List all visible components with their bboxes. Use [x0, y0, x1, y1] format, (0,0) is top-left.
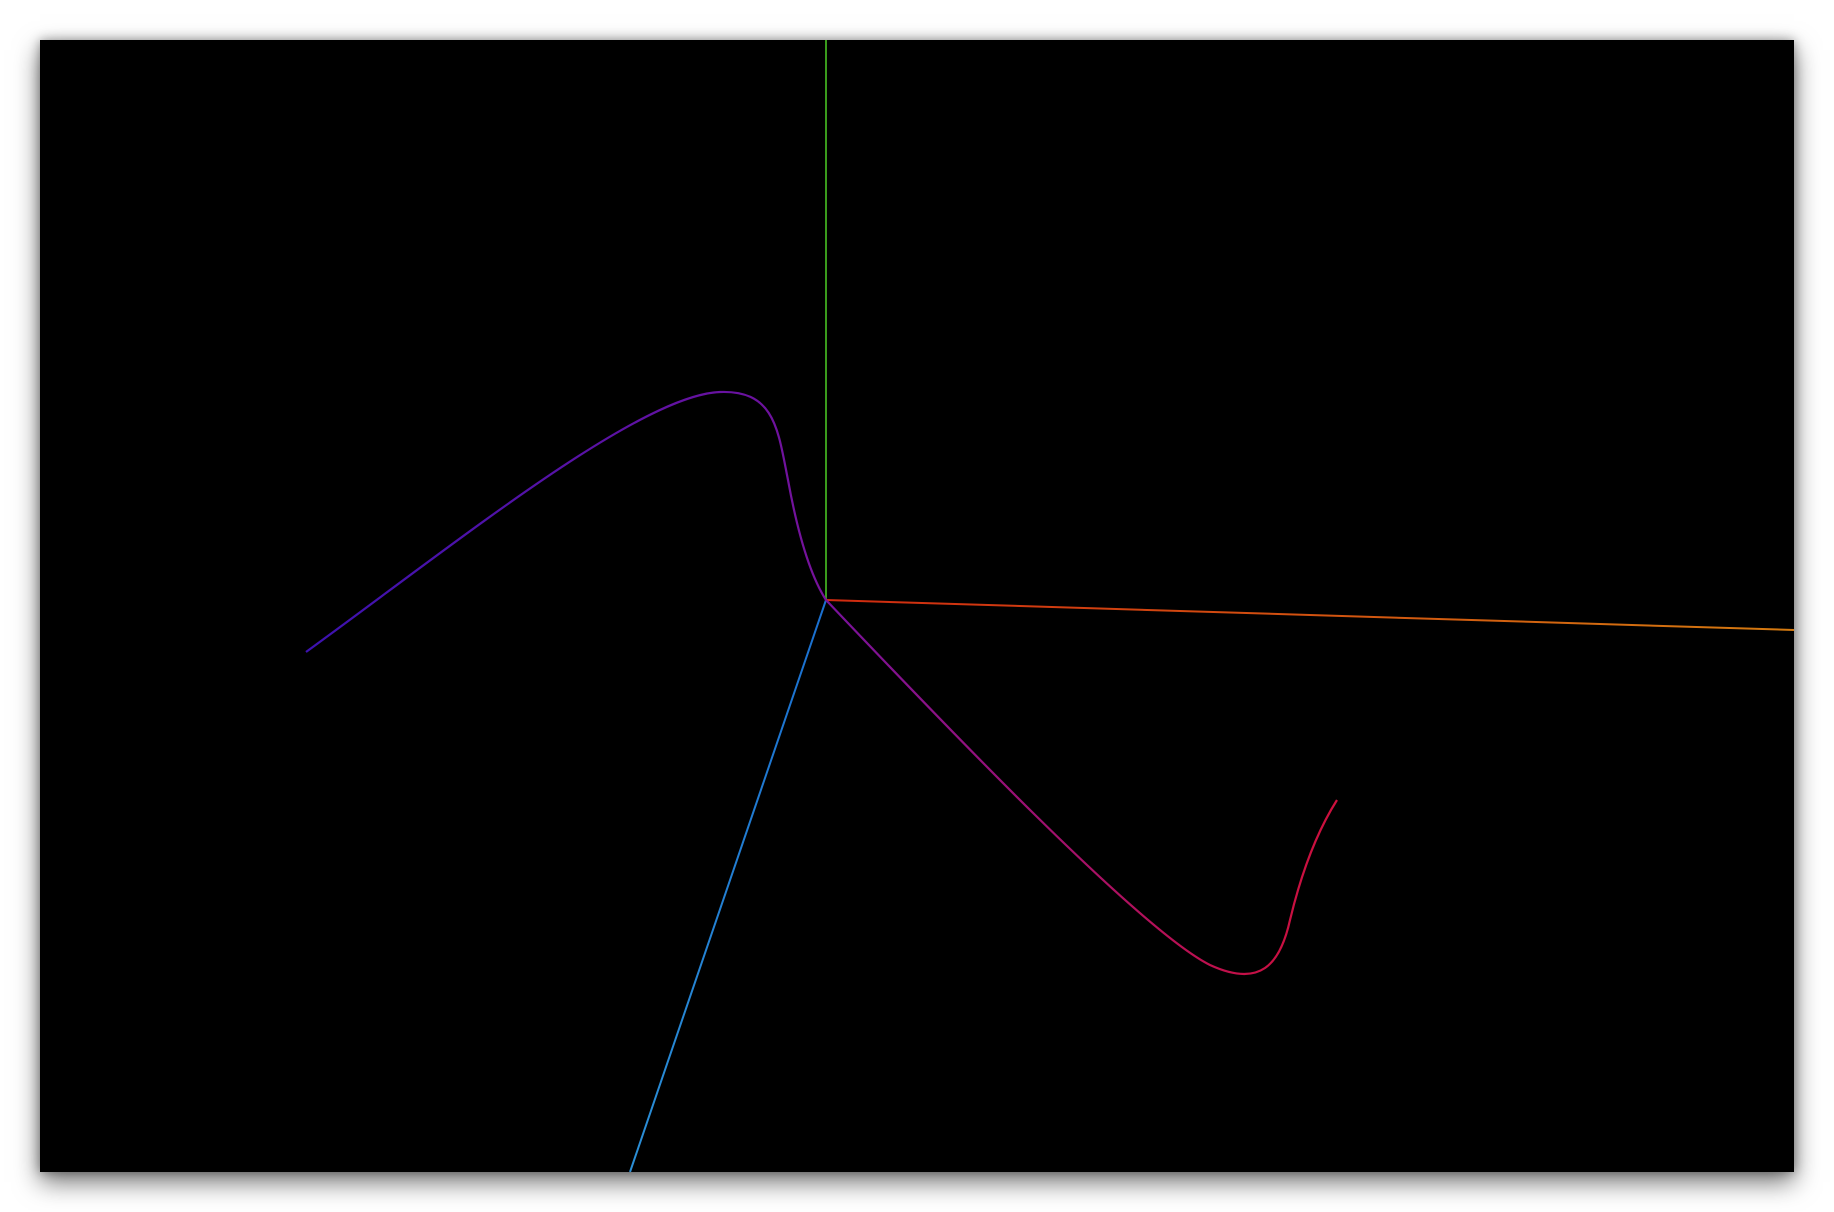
x-axis-line [825, 599, 1794, 631]
3d-viewport[interactable] [40, 40, 1794, 1172]
z-axis-line [629, 599, 827, 1172]
parametric-curve [305, 390, 1338, 976]
render-window[interactable] [40, 40, 1794, 1172]
